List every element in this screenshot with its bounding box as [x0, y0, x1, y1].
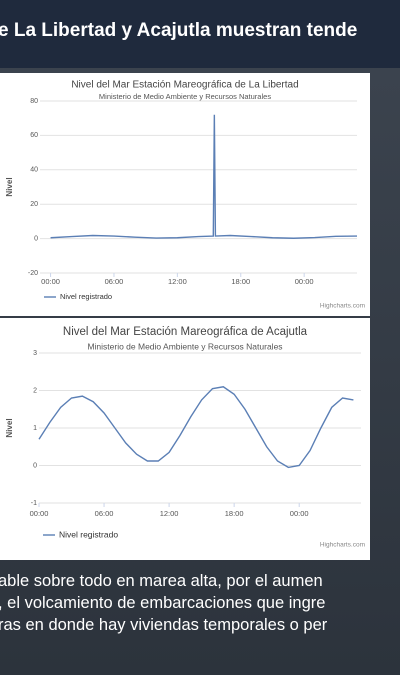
y-tick-label: 60 — [30, 132, 38, 139]
chart: Nivel del Mar Estación Mareográfica de A… — [0, 318, 370, 560]
legend-label: Nivel registrado — [60, 292, 112, 301]
chart-title: Nivel del Mar Estación Mareográfica de A… — [63, 326, 308, 338]
chart-title: Nivel del Mar Estación Mareográfica de L… — [71, 80, 298, 91]
x-tick-label: 00:00 — [290, 509, 309, 518]
x-tick-label: 12:00 — [168, 277, 187, 286]
y-tick-label: 0 — [33, 462, 37, 469]
x-tick-label: 18:00 — [231, 277, 250, 286]
y-tick-label: 3 — [33, 350, 37, 357]
chart-background — [0, 318, 370, 560]
chart: Nivel del Mar Estación Mareográfica de L… — [0, 73, 370, 316]
legend-label: Nivel registrado — [59, 529, 118, 539]
text-line: ras en donde hay viviendas temporales o … — [0, 616, 328, 634]
credit: Highcharts.com — [320, 542, 365, 549]
y-tick-label: 80 — [30, 98, 38, 105]
y-tick-label: 1 — [33, 425, 37, 432]
data-line — [38, 386, 354, 469]
y-tick-label: -20 — [28, 270, 38, 277]
y-tick-label: 2 — [33, 387, 37, 394]
x-tick-label: 06:00 — [95, 509, 114, 518]
x-tick-label: 00:00 — [295, 277, 314, 286]
y-tick-label: -1 — [31, 500, 37, 507]
x-tick-label: 12:00 — [160, 509, 179, 518]
x-tick-label: 18:00 — [225, 509, 244, 518]
credit: Highcharts.com — [320, 303, 365, 310]
data-line — [50, 114, 358, 239]
text-line: able sobre todo en marea alta, por el au… — [0, 572, 323, 590]
chart-background — [0, 73, 370, 316]
y-tick-label: 0 — [34, 235, 38, 242]
chart-subtitle: Ministerio de Medio Ambiente y Recursos … — [87, 341, 282, 351]
text-line: , el volcamiento de embarcaciones que in… — [0, 594, 326, 612]
x-tick-label: 00:00 — [41, 277, 60, 286]
y-axis-label: Nivel — [5, 177, 14, 196]
y-axis-label: Nivel — [5, 418, 14, 437]
y-tick-label: 40 — [30, 167, 38, 174]
y-tick-label: 20 — [30, 201, 38, 208]
chart-subtitle: Ministerio de Medio Ambiente y Recursos … — [99, 92, 271, 101]
slide-title: e La Libertad y Acajutla muestran tende — [0, 20, 358, 41]
x-tick-label: 06:00 — [105, 277, 124, 286]
x-tick-label: 00:00 — [30, 509, 49, 518]
slide-header: e La Libertad y Acajutla muestran tende — [0, 0, 400, 68]
slide-text: able sobre todo en marea alta, por el au… — [0, 570, 400, 636]
